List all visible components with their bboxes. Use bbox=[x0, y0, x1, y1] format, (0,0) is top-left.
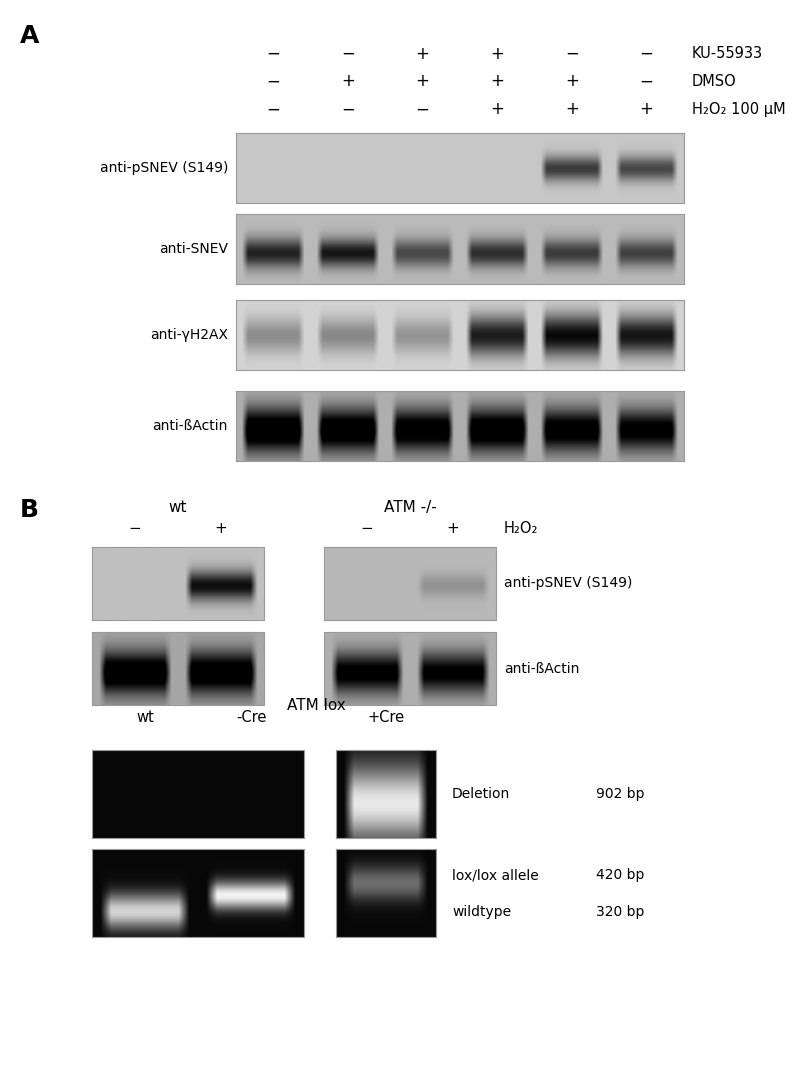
Text: A: A bbox=[20, 24, 39, 47]
Text: ATM -/-: ATM -/- bbox=[384, 500, 436, 515]
Text: +: + bbox=[490, 45, 504, 62]
Text: +: + bbox=[416, 45, 430, 62]
Text: +Cre: +Cre bbox=[367, 710, 405, 725]
Text: anti-pSNEV (S149): anti-pSNEV (S149) bbox=[504, 576, 632, 591]
Text: 320 bp: 320 bp bbox=[596, 906, 644, 920]
Text: −: − bbox=[565, 45, 579, 62]
Text: −: − bbox=[416, 101, 430, 118]
Text: +: + bbox=[490, 101, 504, 118]
Text: +: + bbox=[446, 521, 459, 536]
Text: −: − bbox=[266, 45, 280, 62]
Text: anti-ßActin: anti-ßActin bbox=[504, 661, 579, 676]
Text: KU-55933: KU-55933 bbox=[692, 46, 763, 61]
Text: wt: wt bbox=[169, 500, 187, 515]
Text: −: − bbox=[341, 101, 355, 118]
Text: +: + bbox=[416, 73, 430, 90]
Text: H₂O₂ 100 μM: H₂O₂ 100 μM bbox=[692, 102, 786, 117]
Text: +: + bbox=[341, 73, 355, 90]
Text: +: + bbox=[640, 101, 654, 118]
Text: anti-SNEV: anti-SNEV bbox=[159, 242, 228, 256]
Text: −: − bbox=[129, 521, 142, 536]
Text: −: − bbox=[640, 73, 654, 90]
Text: -Cre: -Cre bbox=[236, 710, 266, 725]
Text: 420 bp: 420 bp bbox=[596, 868, 644, 882]
Text: 902 bp: 902 bp bbox=[596, 787, 645, 802]
Text: −: − bbox=[266, 101, 280, 118]
Text: H₂O₂: H₂O₂ bbox=[504, 521, 538, 536]
Text: lox/lox allele: lox/lox allele bbox=[452, 868, 538, 882]
Text: anti-γH2AX: anti-γH2AX bbox=[150, 328, 228, 342]
Text: +: + bbox=[490, 73, 504, 90]
Text: +: + bbox=[565, 73, 579, 90]
Text: B: B bbox=[20, 498, 39, 522]
Text: Deletion: Deletion bbox=[452, 787, 510, 802]
Text: DMSO: DMSO bbox=[692, 74, 737, 89]
Text: −: − bbox=[361, 521, 374, 536]
Text: wt: wt bbox=[136, 710, 154, 725]
Text: ATM lox: ATM lox bbox=[286, 698, 346, 713]
Text: anti-ßActin: anti-ßActin bbox=[153, 419, 228, 433]
Text: −: − bbox=[640, 45, 654, 62]
Text: +: + bbox=[214, 521, 227, 536]
Text: wildtype: wildtype bbox=[452, 906, 511, 920]
Text: −: − bbox=[266, 73, 280, 90]
Text: +: + bbox=[565, 101, 579, 118]
Text: −: − bbox=[341, 45, 355, 62]
Text: anti-pSNEV (S149): anti-pSNEV (S149) bbox=[100, 161, 228, 175]
